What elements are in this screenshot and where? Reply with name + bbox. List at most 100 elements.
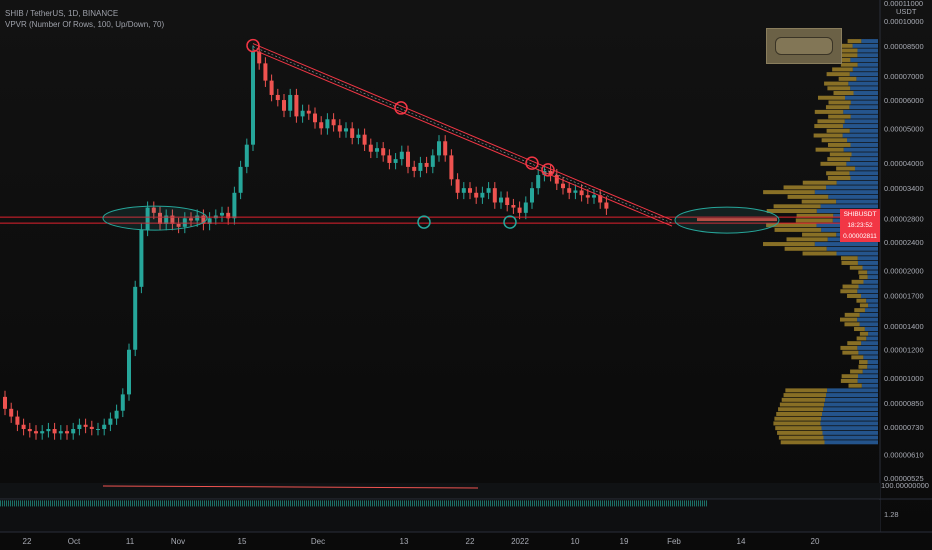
volume-profile-up-bar	[846, 161, 878, 166]
volume-profile-down-bar	[802, 180, 837, 185]
candle-up	[46, 428, 51, 432]
price-tick-label: 0.00002800	[884, 214, 924, 223]
volume-profile-down-bar	[847, 341, 862, 346]
candle-down	[306, 110, 311, 114]
time-axis-label: 2022	[511, 537, 529, 546]
time-axis-label: 22	[466, 537, 475, 546]
volume-profile-down-bar	[838, 76, 857, 81]
candle-down	[65, 431, 69, 434]
volume-profile-up-bar	[858, 284, 878, 289]
volume-profile-down-bar	[814, 109, 844, 114]
candle-up	[499, 197, 503, 203]
time-axis-label: 10	[571, 537, 580, 546]
time-axis-label: 15	[238, 537, 247, 546]
candle-up	[232, 192, 237, 219]
volume-profile-down-bar	[841, 374, 858, 379]
candle-down	[331, 119, 336, 126]
volume-profile-up-bar	[820, 421, 878, 426]
indicator-legend[interactable]: VPVR (Number Of Rows, 100, Up/Down, 70)	[5, 20, 165, 29]
volume-profile-down-bar	[854, 308, 865, 313]
volume-profile-down-bar	[827, 157, 851, 162]
volume-profile-down-bar	[776, 411, 823, 416]
volume-profile-up-bar	[826, 393, 878, 398]
candle-up	[573, 190, 578, 193]
candle-down	[406, 151, 410, 167]
price-tick-label: 0.00001700	[884, 292, 924, 301]
volume-profile-up-bar	[863, 279, 878, 284]
candle-up	[220, 212, 224, 216]
volume-profile-up-bar	[861, 383, 878, 388]
price-tick-label: 0.00000850	[884, 399, 924, 408]
candle-up	[58, 431, 63, 434]
panel1-value-label: 100.00000000	[881, 481, 929, 490]
volume-profile-down-bar	[766, 209, 817, 214]
candle-down	[319, 122, 324, 129]
panel1-red-line	[102, 485, 479, 489]
volume-profile-up-bar	[848, 81, 878, 86]
volume-profile-up-bar	[857, 374, 878, 379]
candle-up	[288, 94, 293, 111]
volume-profile-up-bar	[853, 91, 878, 96]
volume-profile-up-bar	[859, 322, 878, 327]
volume-profile-down-bar	[778, 407, 824, 412]
candle-down	[275, 94, 280, 101]
candle-up	[325, 119, 330, 129]
volume-profile-down-bar	[783, 393, 827, 398]
volume-profile-up-bar	[823, 407, 878, 412]
candle-up	[430, 155, 435, 167]
price-tick-label: 0.00001200	[884, 346, 924, 355]
candle-down	[468, 188, 472, 193]
volume-profile-down-bar	[851, 279, 864, 284]
volume-profile-down-bar	[817, 119, 845, 124]
candle-up	[238, 166, 243, 193]
candle-up	[133, 286, 138, 350]
watermark-logo	[766, 28, 842, 64]
volume-profile-down-bar	[766, 223, 817, 228]
volume-profile-down-bar	[813, 133, 843, 138]
volume-profile-down-bar	[840, 317, 858, 322]
volume-profile-up-bar	[851, 152, 878, 157]
volume-profile-up-bar	[849, 72, 878, 77]
candle-down	[89, 426, 94, 429]
volume-profile-up-bar	[847, 138, 878, 143]
candle-down	[579, 190, 584, 196]
symbol-legend[interactable]: SHIB / TetherUS, 1D, BINANCE	[5, 9, 119, 18]
volume-profile-up-bar	[836, 180, 878, 185]
indicator-panel-1	[0, 483, 880, 499]
candle-down	[548, 170, 553, 176]
time-axis-label: 11	[126, 537, 135, 546]
volume-profile-up-bar	[852, 67, 878, 72]
volume-profile-up-bar	[861, 341, 878, 346]
panel2-value-label: 1.28	[884, 510, 899, 519]
volume-profile-up-bar	[868, 303, 878, 308]
candle-up	[486, 188, 491, 193]
volume-profile-up-bar	[826, 246, 878, 251]
volume-profile-down-bar	[833, 91, 854, 96]
volume-profile-up-bar	[849, 105, 878, 110]
price-tick-label: 0.00000610	[884, 451, 924, 460]
volume-profile-down-bar	[854, 327, 865, 332]
volume-profile-down-bar	[787, 194, 829, 199]
volume-profile-down-bar	[824, 81, 849, 86]
candle-up	[592, 195, 596, 198]
trendline-lower	[252, 49, 673, 227]
volume-profile-up-bar	[823, 435, 878, 440]
candle-down	[52, 428, 57, 434]
candle-up	[145, 207, 150, 230]
volume-profile-down-bar	[796, 213, 834, 218]
candle-down	[269, 80, 274, 95]
volume-profile-up-bar	[850, 100, 878, 105]
volume-profile-up-bar	[867, 364, 878, 369]
candle-down	[449, 155, 454, 180]
candle-down	[362, 134, 367, 145]
volume-profile-up-bar	[828, 194, 878, 199]
volume-profile-down-bar	[829, 152, 852, 157]
time-axis-label: Nov	[171, 537, 185, 546]
volume-profile-down-bar	[856, 298, 867, 303]
trendline-touch-circle	[394, 101, 408, 115]
candle-down	[257, 51, 262, 64]
price-tick-label: 0.00008500	[884, 42, 924, 51]
volume-profile-down-bar	[763, 242, 815, 247]
